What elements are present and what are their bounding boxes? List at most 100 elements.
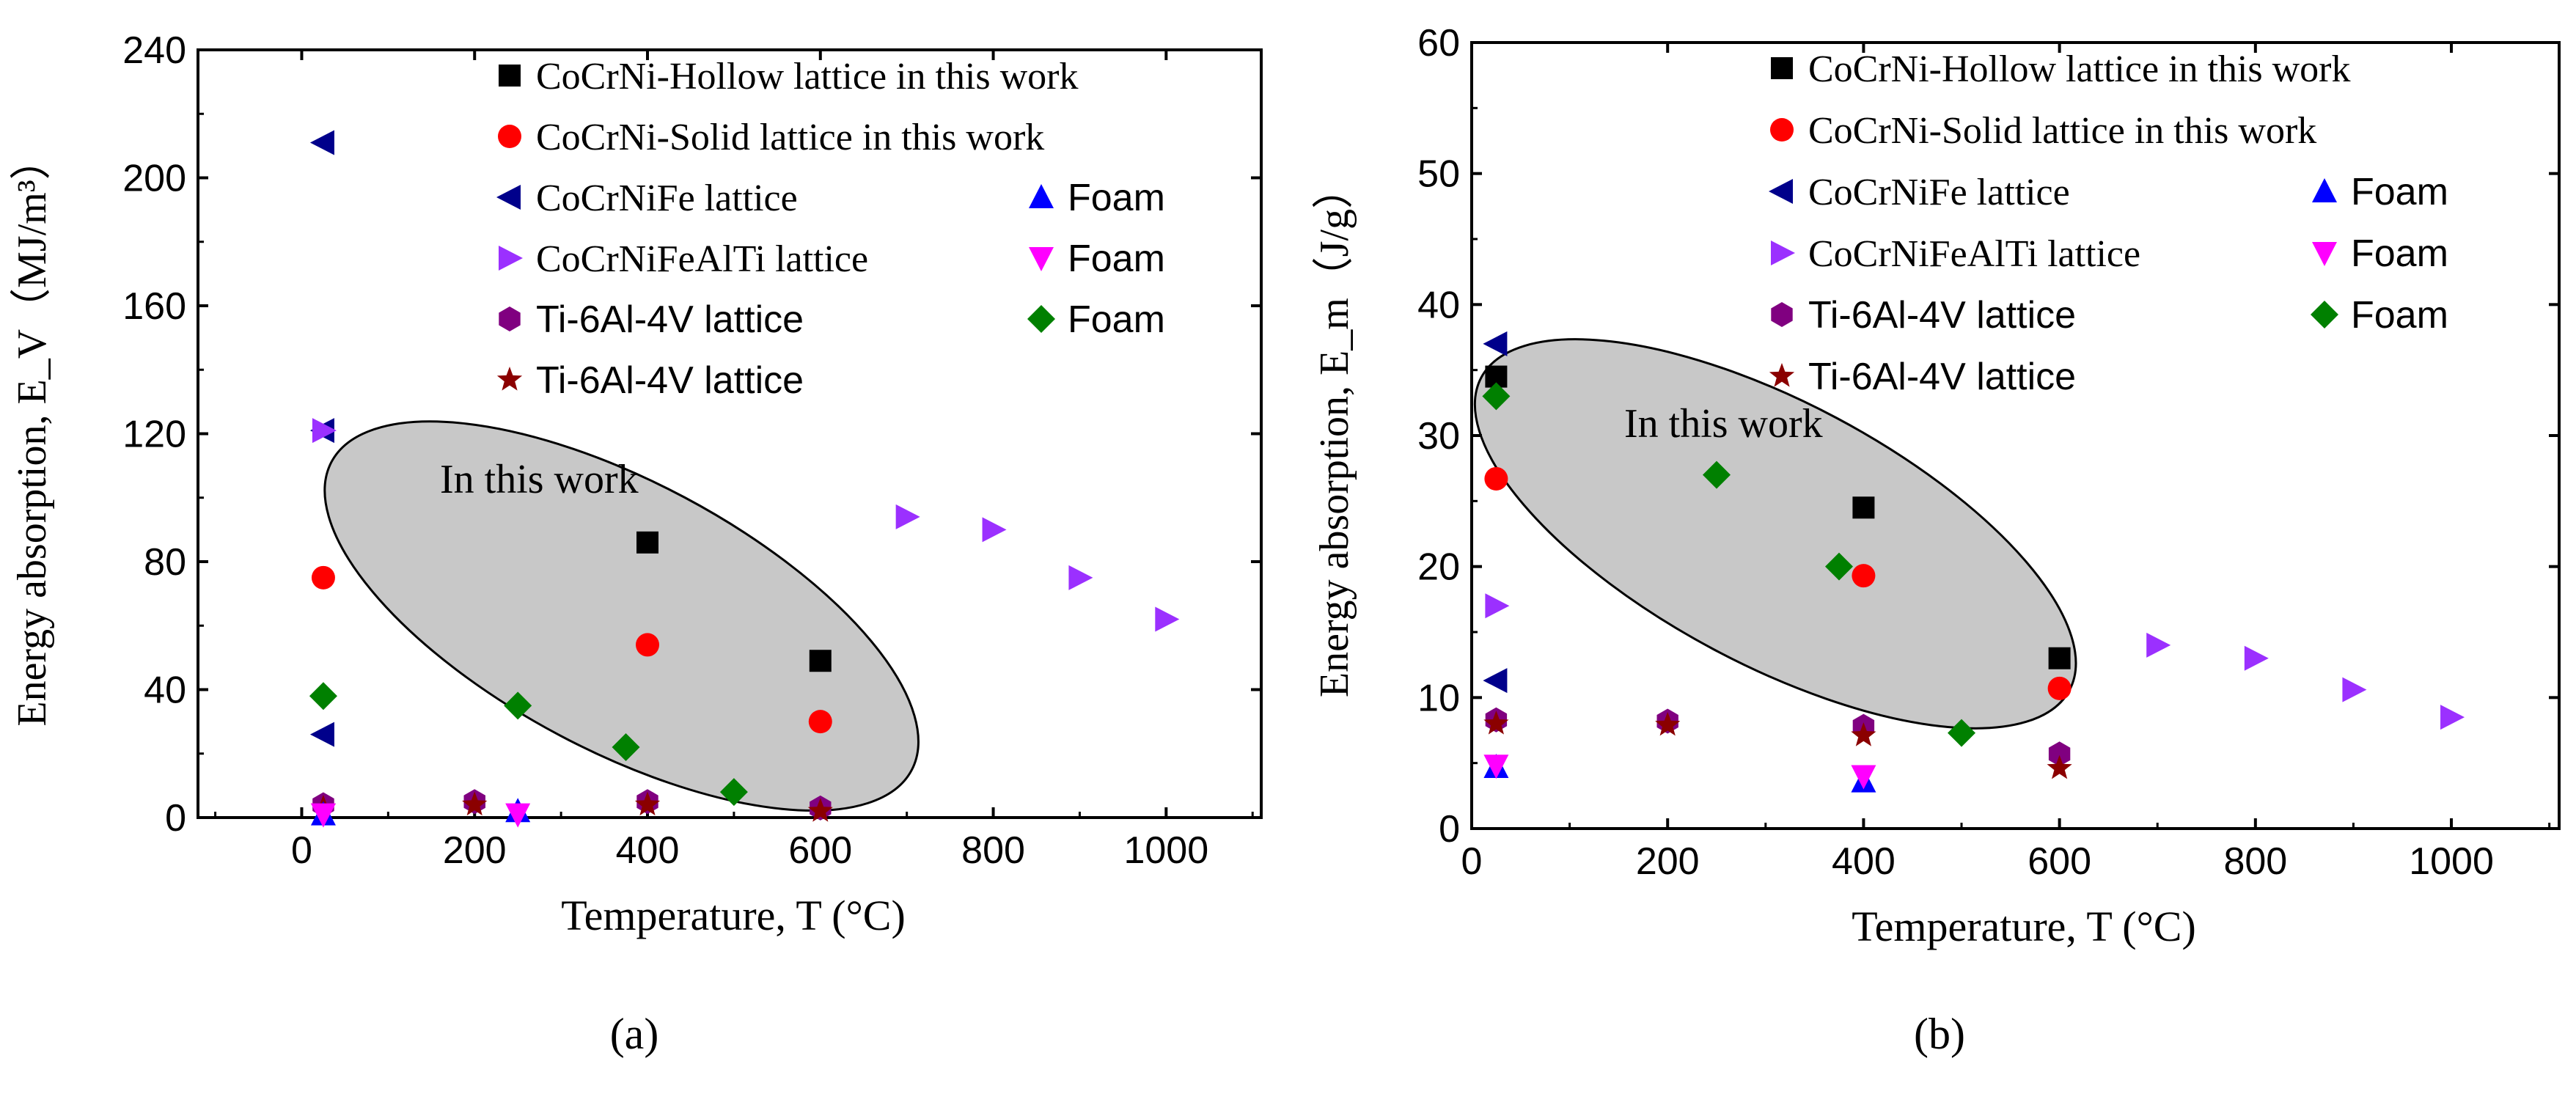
chart-panel-a: In this work 0 200 400 600 800 1000 0 40 80 120 160… <box>10 29 1263 1058</box>
legend-marker <box>499 246 523 271</box>
data-point <box>310 803 336 828</box>
data-point <box>612 733 640 762</box>
y-tick-label: 10 <box>1417 677 1460 719</box>
data-point <box>1851 765 1876 790</box>
data-point <box>636 633 660 657</box>
legend-marker <box>2312 178 2337 202</box>
series-triangle-right <box>312 418 1180 632</box>
data-point <box>312 418 337 444</box>
data-point <box>1655 711 1681 736</box>
legend-label: CoCrNiFe lattice <box>1808 172 2070 213</box>
x-axis-label: Temperature, T (°C) <box>561 892 906 939</box>
x-tick-label: 800 <box>961 829 1025 872</box>
legend-label: Ti-6Al-4V lattice <box>1808 356 2076 398</box>
y-tick-label: 30 <box>1417 415 1460 458</box>
legend-label: CoCrNiFe lattice <box>536 177 798 219</box>
data-point <box>309 682 337 711</box>
data-point <box>2244 645 2269 671</box>
series-circle <box>311 565 832 734</box>
legend-label: Foam <box>2351 294 2448 337</box>
series-square <box>636 531 832 672</box>
legend-marker <box>1771 57 1793 79</box>
panel-label: (a) <box>610 1010 659 1058</box>
series-triangle-down <box>1483 755 1876 790</box>
legend: CoCrNi-Hollow lattice in this work CoCrNi… <box>496 56 1165 402</box>
legend-marker <box>498 125 521 148</box>
legend-label: Foam <box>1068 298 1165 341</box>
data-point <box>462 791 488 816</box>
data-point <box>1485 593 1510 619</box>
data-point <box>1482 382 1511 411</box>
data-point <box>982 517 1007 543</box>
data-point <box>1703 460 1731 489</box>
data-point <box>2048 647 2071 669</box>
series-diamond <box>309 682 748 807</box>
legend-marker <box>1029 184 1054 208</box>
x-tick-label: 600 <box>2028 840 2091 883</box>
y-tick-label: 0 <box>1439 808 1460 851</box>
y-tick-label: 60 <box>1417 22 1460 65</box>
x-axis-label: Temperature, T (°C) <box>1852 903 2196 950</box>
data-point <box>1948 719 1976 747</box>
y-tick-label: 50 <box>1417 153 1460 196</box>
y-tick-label: 40 <box>1417 284 1460 326</box>
legend-marker <box>2312 242 2337 266</box>
x-tick-label: 1000 <box>2409 840 2494 883</box>
legend-label: Foam <box>2351 171 2448 213</box>
legend-marker <box>1770 118 1794 142</box>
y-tick-label: 200 <box>122 158 186 200</box>
x-tick-label: 400 <box>616 829 680 872</box>
legend-marker <box>499 306 521 331</box>
data-point <box>895 504 920 529</box>
series-triangle-right <box>1485 593 2465 730</box>
data-point <box>807 798 833 822</box>
legend: CoCrNi-Hollow lattice in this work CoCrNi… <box>1769 48 2448 398</box>
y-tick-label: 20 <box>1417 546 1460 589</box>
legend-marker <box>496 185 521 210</box>
y-tick-label: 240 <box>122 29 186 72</box>
data-point <box>719 778 748 807</box>
data-point <box>311 565 335 590</box>
series-triangle-left <box>1483 331 1508 694</box>
x-tick-label: 200 <box>443 829 507 872</box>
legend-label: CoCrNi-Solid lattice in this work <box>536 117 1044 158</box>
legend-marker <box>1029 247 1054 271</box>
legend-marker <box>496 367 523 391</box>
x-tick-label: 400 <box>1832 840 1896 883</box>
data-point <box>505 803 531 828</box>
series-triangle-up <box>1483 754 1876 793</box>
data-point <box>504 691 532 720</box>
data-point <box>634 791 661 816</box>
legend-label: Ti-6Al-4V lattice <box>536 298 804 341</box>
data-point <box>1068 565 1093 590</box>
highlight-ellipse <box>323 420 920 812</box>
legend-marker <box>1769 363 1795 387</box>
legend-label: Ti-6Al-4V lattice <box>1808 294 2076 337</box>
legend-marker <box>499 65 521 87</box>
y-axis-label: Energy absorption, E_m（J/g） <box>1312 168 1357 697</box>
y-axis: 0 40 80 120 160 200 240 <box>122 29 1261 840</box>
legend-label: Foam <box>1068 238 1165 280</box>
data-point <box>1483 331 1508 356</box>
data-point <box>2440 705 2465 730</box>
highlight-ellipse <box>1473 338 2077 730</box>
data-point <box>1483 668 1508 694</box>
data-point <box>309 130 334 155</box>
annotation-label: In this work <box>1624 401 1823 447</box>
x-tick-label: 0 <box>1461 840 1483 883</box>
legend-marker <box>1771 241 1795 265</box>
data-point <box>1852 496 1875 519</box>
y-tick-label: 40 <box>144 669 186 712</box>
chart-panel-b: In this work 0 200 400 600 800 1000 0 10 20 30 40 50… <box>1312 22 2561 1058</box>
data-point <box>2047 676 2072 700</box>
x-tick-label: 0 <box>291 829 312 872</box>
legend-label: CoCrNiFeAlTi lattice <box>1808 233 2140 275</box>
legend-label: Foam <box>1068 177 1165 219</box>
data-point <box>1155 606 1180 632</box>
data-point <box>1825 552 1854 581</box>
y-axis-label: Energy absorption, E_V（MJ/m³） <box>10 139 55 726</box>
legend-label: Foam <box>2351 232 2448 275</box>
x-axis: 0 200 400 600 800 1000 <box>1461 43 2551 883</box>
y-tick-label: 120 <box>122 414 186 456</box>
legend-label: CoCrNi-Hollow lattice in this work <box>1808 48 2350 90</box>
